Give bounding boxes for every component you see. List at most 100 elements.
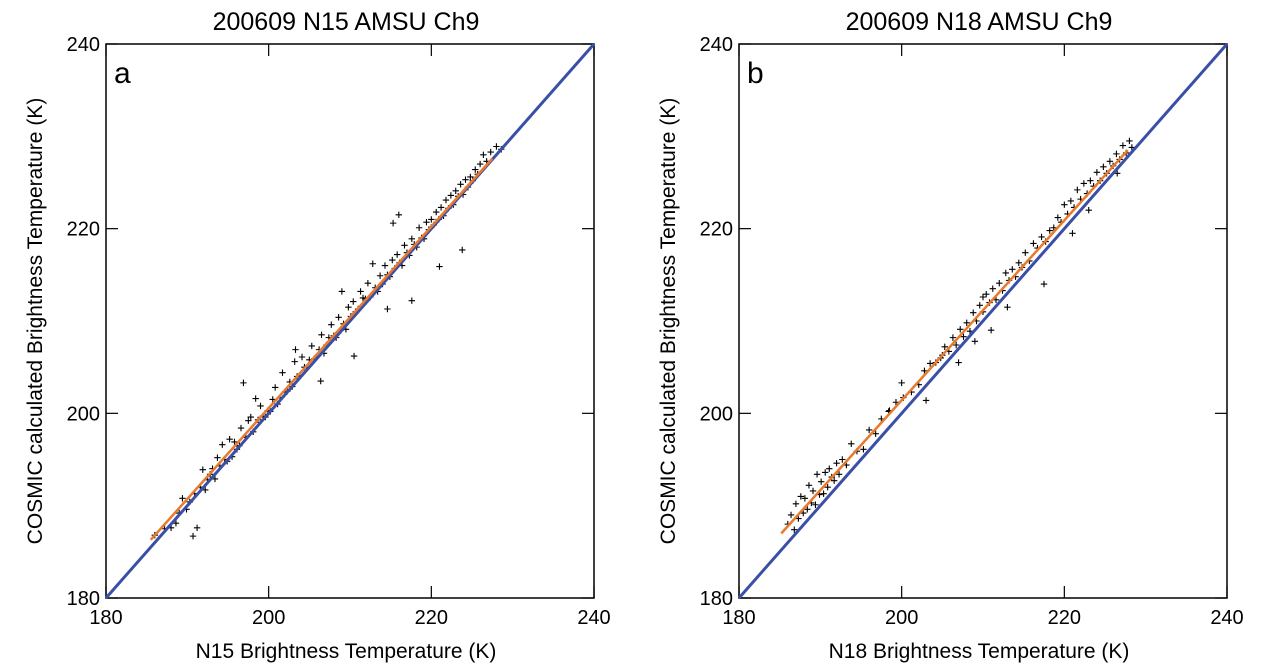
y-tick-label: 200 xyxy=(67,403,100,425)
data-point xyxy=(1015,259,1022,267)
data-point xyxy=(459,246,466,254)
data-point xyxy=(801,495,809,502)
y-tick-label: 180 xyxy=(67,588,100,610)
data-point xyxy=(350,352,358,360)
data-point xyxy=(970,309,977,316)
data-point xyxy=(252,395,259,402)
data-point xyxy=(979,293,987,301)
data-point xyxy=(820,490,827,497)
data-point xyxy=(824,484,831,491)
data-point xyxy=(797,493,805,500)
data-point xyxy=(1126,137,1133,145)
data-point xyxy=(389,219,397,227)
data-point xyxy=(318,331,325,339)
data-point xyxy=(292,346,299,353)
data-point xyxy=(428,216,435,223)
data-point xyxy=(987,327,995,334)
data-point xyxy=(1030,240,1037,247)
data-point xyxy=(257,402,264,410)
data-point xyxy=(179,495,186,502)
panel-label: b xyxy=(747,57,764,90)
data-point xyxy=(401,242,408,249)
y-tick-label: 220 xyxy=(67,219,100,241)
data-point xyxy=(833,459,840,467)
data-point xyxy=(1087,177,1094,184)
y-tick-label: 220 xyxy=(700,219,733,241)
x-axis-label: N15 Brightness Temperature (K) xyxy=(196,640,497,663)
data-point xyxy=(345,303,352,311)
data-point xyxy=(963,319,970,327)
scatter-chart-a: 200609 N15 AMSU Ch9 a N15 Brightness Tem… xyxy=(24,8,611,663)
data-point xyxy=(830,477,838,484)
data-point xyxy=(317,377,324,385)
data-point xyxy=(898,379,905,387)
data-point xyxy=(1061,201,1068,208)
data-point xyxy=(279,369,286,376)
data-point xyxy=(364,279,372,287)
data-point xyxy=(393,251,401,258)
data-point xyxy=(447,192,455,199)
data-point xyxy=(245,417,252,424)
data-point xyxy=(369,260,376,267)
one-to-one-line xyxy=(737,43,1229,599)
data-point xyxy=(976,302,983,309)
data-point xyxy=(989,285,996,292)
data-point xyxy=(1038,233,1045,241)
data-point xyxy=(384,305,391,313)
data-point xyxy=(941,343,948,351)
data-point xyxy=(247,413,254,421)
regression-fit-line xyxy=(780,149,1129,535)
scatter-chart-b: 200609 N18 AMSU Ch9 b N18 Brightness Tem… xyxy=(657,8,1244,663)
data-point xyxy=(335,314,342,321)
data-point xyxy=(813,471,821,478)
data-point xyxy=(839,456,846,463)
y-tick-label: 240 xyxy=(67,34,100,56)
data-point xyxy=(1069,230,1076,237)
data-point xyxy=(219,441,226,448)
data-point xyxy=(231,438,238,446)
data-point xyxy=(1002,269,1009,277)
data-point xyxy=(338,288,346,295)
data-point xyxy=(442,196,450,204)
x-axis-label: N18 Brightness Temperature (K) xyxy=(829,640,1130,663)
y-tick-label: 200 xyxy=(700,403,733,425)
data-point xyxy=(1046,227,1053,234)
panel-label: a xyxy=(114,57,131,90)
chart-panel-a: 200609 N15 AMSU Ch9 a N15 Brightness Tem… xyxy=(0,0,633,666)
data-point xyxy=(415,224,423,231)
data-point xyxy=(955,359,962,366)
data-point xyxy=(860,446,867,453)
data-point xyxy=(971,338,979,345)
data-point xyxy=(1074,186,1081,194)
data-point xyxy=(357,288,364,295)
data-point xyxy=(199,466,206,473)
x-tick-label: 200 xyxy=(885,607,918,629)
data-point xyxy=(376,272,384,279)
data-point xyxy=(826,465,833,472)
chart-title: 200609 N15 AMSU Ch9 xyxy=(213,8,480,36)
data-point xyxy=(804,506,811,513)
data-point xyxy=(1119,142,1127,149)
plot-frame xyxy=(738,43,1228,599)
data-point xyxy=(457,181,464,188)
x-tick-label: 200 xyxy=(252,607,285,629)
data-point xyxy=(949,334,957,341)
one-to-one-line xyxy=(104,43,596,599)
data-point xyxy=(812,501,819,508)
x-tick-label: 240 xyxy=(1210,607,1243,629)
data-point xyxy=(214,454,221,461)
data-point xyxy=(1067,197,1075,205)
data-point xyxy=(436,263,443,270)
data-point xyxy=(1106,158,1114,165)
x-tick-label: 180 xyxy=(89,607,122,629)
data-point xyxy=(926,360,934,367)
data-point xyxy=(462,176,469,183)
data-point xyxy=(476,160,484,168)
data-point xyxy=(809,487,817,495)
data-point xyxy=(408,297,416,304)
lines xyxy=(104,43,596,599)
data-point xyxy=(328,321,335,328)
data-point xyxy=(381,262,389,269)
data-point xyxy=(1050,224,1057,231)
data-point xyxy=(1040,280,1048,288)
